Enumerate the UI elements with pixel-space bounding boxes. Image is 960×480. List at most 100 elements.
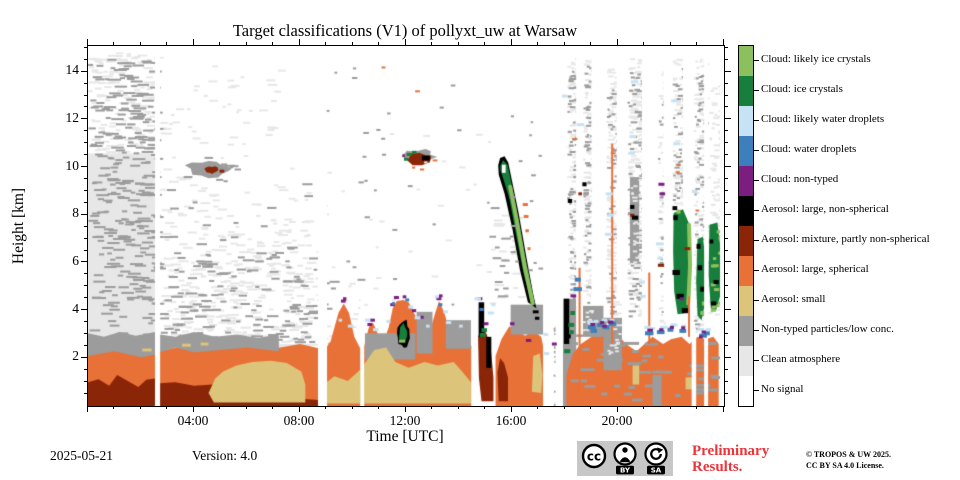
- x-major-tick: [616, 39, 618, 45]
- colorbar-tick: [754, 149, 759, 151]
- y-minor-tick: [84, 46, 87, 48]
- x-minor-tick: [431, 42, 432, 45]
- colorbar-tick: [754, 119, 759, 121]
- y-tick-label: 10: [65, 157, 80, 173]
- y-minor-tick: [725, 154, 728, 156]
- colorbar-segment-water: [739, 136, 753, 166]
- y-major-tick: [81, 261, 87, 263]
- by-plate-text: BY: [620, 467, 631, 475]
- legend-label-likely_water: Cloud: likely water droplets: [761, 113, 885, 125]
- colorbar-segment-likely_ice: [739, 46, 753, 76]
- x-minor-tick: [139, 42, 141, 45]
- legend-label-water: Cloud: water droplets: [761, 143, 857, 155]
- colorbar-segment-no_signal: [739, 376, 753, 406]
- y-minor-tick: [725, 106, 728, 108]
- y-minor-tick: [84, 392, 87, 394]
- y-minor-tick: [84, 106, 87, 108]
- y-minor-tick: [84, 249, 87, 251]
- x-minor-tick: [378, 406, 379, 409]
- y-minor-tick: [725, 249, 728, 251]
- x-minor-tick: [219, 42, 220, 45]
- colorbar-tick: [754, 329, 759, 331]
- colorbar-segment-lowconc: [739, 316, 753, 346]
- y-major-tick: [725, 213, 731, 215]
- x-minor-tick: [219, 406, 220, 409]
- x-minor-tick: [537, 42, 538, 45]
- y-minor-tick: [84, 237, 87, 239]
- classification-canvas: [88, 46, 724, 406]
- colorbar-segment-clean: [739, 346, 753, 376]
- copyright-note: © TROPOS & UW 2025. CC BY SA 4.0 License…: [806, 450, 891, 471]
- x-minor-tick: [590, 406, 591, 409]
- y-minor-tick: [725, 94, 728, 96]
- y-minor-tick: [725, 237, 728, 239]
- x-major-tick: [298, 39, 300, 45]
- x-major-tick: [616, 406, 618, 412]
- y-major-tick: [81, 166, 87, 168]
- by-person-head: [622, 447, 628, 453]
- x-major-tick: [510, 406, 512, 412]
- colorbar-segment-aer_mix: [739, 226, 753, 256]
- legend-label-likely_ice: Cloud: likely ice crystals: [761, 53, 871, 65]
- y-minor-tick: [84, 154, 87, 156]
- x-major-tick: [510, 39, 512, 45]
- preliminary-line2: Results.: [692, 459, 743, 475]
- y-minor-tick: [84, 321, 87, 323]
- x-major-tick: [192, 39, 194, 45]
- x-minor-tick: [272, 42, 273, 45]
- y-minor-tick: [84, 297, 87, 299]
- y-minor-tick: [84, 189, 87, 191]
- y-tick-label: 4: [72, 300, 79, 316]
- x-tick-label: 12:00: [389, 413, 421, 428]
- colorbar-tick: [754, 89, 759, 91]
- x-minor-tick: [431, 406, 432, 409]
- colorbar-segment-cloud_nontyped: [739, 166, 753, 196]
- y-tick-label: 6: [72, 252, 79, 268]
- colorbar-segment-aer_small: [739, 286, 753, 316]
- x-minor-tick: [643, 406, 644, 409]
- colorbar-tick: [754, 269, 759, 271]
- y-minor-tick: [725, 189, 728, 191]
- x-minor-tick: [113, 406, 114, 409]
- x-minor-tick: [696, 42, 697, 45]
- y-minor-tick: [84, 178, 87, 179]
- x-minor-tick: [484, 42, 485, 45]
- preliminary-results-note: Preliminary Results.: [692, 443, 769, 475]
- x-minor-tick: [378, 42, 379, 45]
- y-major-tick: [725, 356, 731, 358]
- colorbar-tick: [754, 179, 759, 181]
- y-tick-label: 8: [72, 205, 79, 221]
- colorbar-segment-aer_large_sph: [739, 256, 753, 286]
- colorbar-segment-ice: [739, 76, 753, 106]
- legend-label-aer_mix: Aerosol: mixture, partly non-spherical: [761, 233, 930, 245]
- colorbar-tick: [754, 209, 759, 211]
- x-minor-tick: [590, 42, 591, 45]
- legend-label-no_signal: No signal: [761, 383, 804, 395]
- colorbar-tick: [754, 359, 759, 361]
- legend-label-lowconc: Non-typed particles/low conc.: [761, 323, 894, 335]
- x-minor-tick: [696, 406, 697, 409]
- y-minor-tick: [725, 82, 728, 84]
- x-tick-label: 16:00: [495, 413, 527, 428]
- colorbar-tick: [754, 389, 759, 391]
- x-minor-tick: [563, 42, 565, 45]
- by-person-icon: [613, 442, 637, 466]
- x-minor-tick: [245, 406, 247, 409]
- x-minor-tick: [272, 406, 273, 409]
- x-tick-label: 20:00: [601, 413, 633, 428]
- colorbar-tick: [754, 239, 759, 241]
- x-major-tick: [404, 39, 406, 45]
- x-minor-tick: [457, 406, 459, 409]
- y-major-tick: [725, 309, 731, 311]
- measurement-date: 2025-05-21: [50, 448, 113, 463]
- sa-plate: [647, 465, 665, 475]
- legend-label-clean: Clean atmosphere: [761, 353, 841, 365]
- y-major-tick: [81, 213, 87, 215]
- y-minor-tick: [725, 142, 728, 144]
- y-tick-label: 2: [72, 348, 79, 364]
- colorbar-tick: [754, 59, 759, 61]
- y-minor-tick: [725, 285, 728, 287]
- x-minor-tick: [166, 406, 167, 409]
- legend-label-cloud_nontyped: Cloud: non-typed: [761, 173, 839, 185]
- x-tick-label: 08:00: [283, 413, 315, 428]
